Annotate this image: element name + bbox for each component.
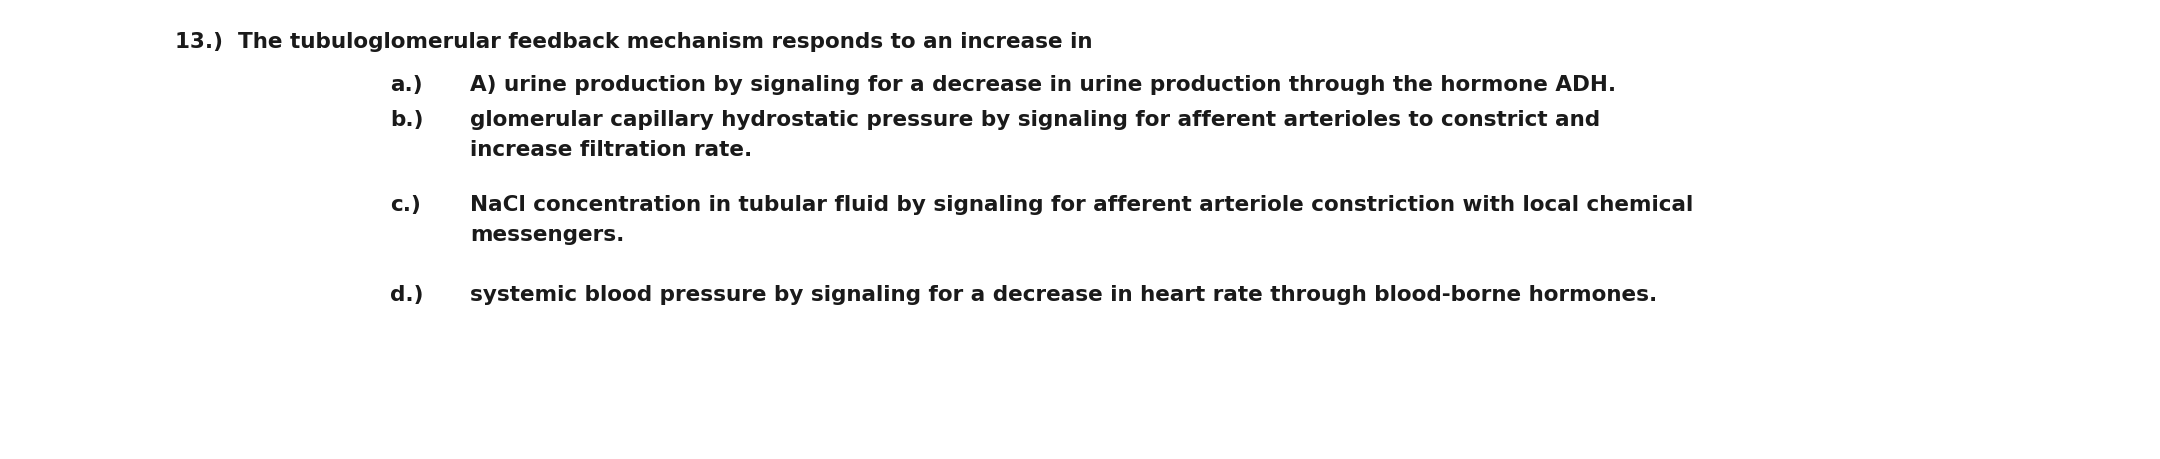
Text: systemic blood pressure by signaling for a decrease in heart rate through blood-: systemic blood pressure by signaling for… [471, 285, 1657, 305]
Text: glomerular capillary hydrostatic pressure by signaling for afferent arterioles t: glomerular capillary hydrostatic pressur… [471, 110, 1601, 130]
Text: 13.)  The tubuloglomerular feedback mechanism responds to an increase in: 13.) The tubuloglomerular feedback mecha… [175, 32, 1093, 52]
Text: b.): b.) [391, 110, 423, 130]
Text: d.): d.) [391, 285, 423, 305]
Text: increase filtration rate.: increase filtration rate. [471, 140, 752, 160]
Text: messengers.: messengers. [471, 225, 624, 245]
Text: a.): a.) [391, 75, 423, 95]
Text: NaCl concentration in tubular fluid by signaling for afferent arteriole constric: NaCl concentration in tubular fluid by s… [471, 195, 1693, 215]
Text: c.): c.) [391, 195, 421, 215]
Text: A) urine production by signaling for a decrease in urine production through the : A) urine production by signaling for a d… [471, 75, 1616, 95]
